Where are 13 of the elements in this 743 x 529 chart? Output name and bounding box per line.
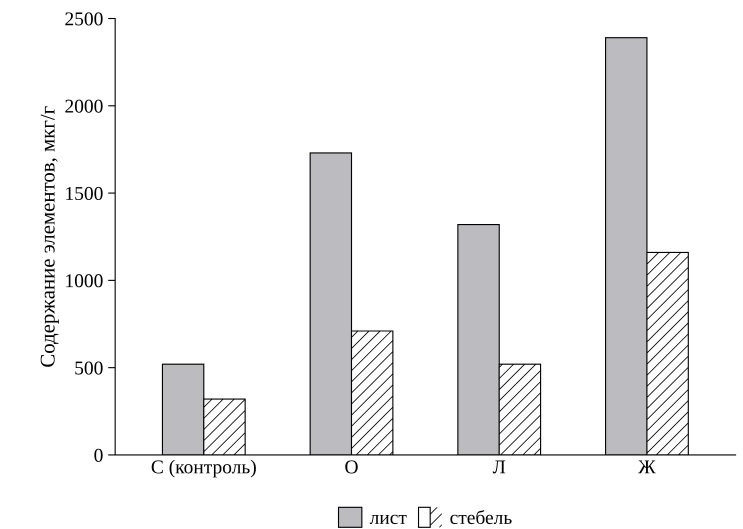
y-tick-label: 2500 <box>65 12 103 26</box>
x-tick-label: О <box>345 460 358 474</box>
y-axis-title: Содержание элементов, мкг/г <box>40 106 59 367</box>
y-tick-label: 0 <box>94 448 103 462</box>
y-tick-label: 2000 <box>65 100 103 113</box>
x-tick-label: Ж <box>638 460 656 474</box>
y-tick-label: 1000 <box>66 274 103 288</box>
legend-label: стебель <box>450 510 512 524</box>
x-tick-label: С (контроль) <box>152 460 256 478</box>
y-tick-label: 1500 <box>66 186 103 200</box>
x-tick-label: Л <box>492 460 506 474</box>
legend-label: лист <box>370 514 407 524</box>
y-tick-label: 500 <box>75 361 103 375</box>
